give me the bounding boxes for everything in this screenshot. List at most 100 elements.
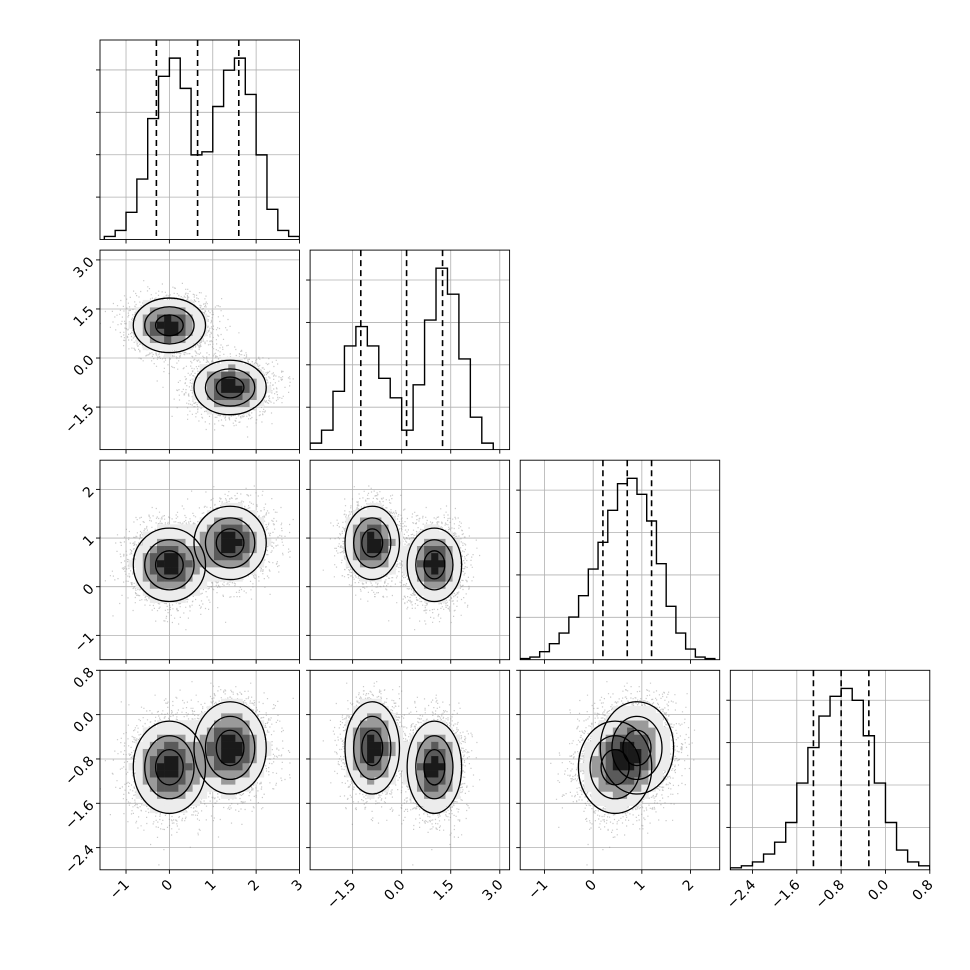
tick-label-y: 0.0 [71,352,98,379]
density-cell [431,741,439,749]
density-cell [345,545,354,554]
density-cell [235,705,243,714]
density-cell [256,517,265,525]
panel-content [520,460,720,660]
density-cell [235,784,243,792]
density-cell [228,385,236,393]
density-cell [438,748,446,757]
density-cell [206,777,215,785]
density-cell [171,307,179,315]
density-cell [199,538,208,546]
density-cell [359,713,368,721]
density-cell [374,713,382,721]
density-cell [359,698,368,707]
density-cell [655,727,663,735]
density-cell [374,567,382,575]
tick-label-y: −2.4 [62,842,97,877]
tick-label-y: 0.8 [71,665,98,692]
density-cell [199,531,208,539]
density-cell [256,385,265,393]
density-cell [381,734,389,742]
density-cell [142,335,151,344]
density-cell [352,755,361,764]
density-cell [431,559,439,568]
density-cell [185,307,193,315]
density-cell [367,777,375,785]
density-cell [619,727,628,735]
density-cell [381,531,389,539]
density-cell [388,545,396,554]
density-cell [352,567,361,575]
density-cell [214,510,222,518]
density-cell [409,741,418,749]
density-cell [178,321,186,329]
density-contour [204,715,256,781]
density-cell [416,531,425,539]
density-cell [178,299,186,308]
density-cell [577,762,585,771]
density-cell [409,762,418,771]
density-cell [214,385,222,393]
density-cell [352,734,361,742]
density-contour [611,715,663,781]
density-cell [605,791,614,799]
density-cell [221,510,229,518]
density-cell [381,770,389,778]
histogram-panel-0 [96,39,300,244]
density-cell [388,552,396,561]
density-cell [424,798,432,806]
density-cell [641,770,649,778]
density-cell [164,559,172,568]
density-cell [249,364,258,372]
density-cell [605,755,614,764]
density-cell [256,755,265,764]
density-cell [591,777,599,785]
density-cell [192,567,201,575]
density-cell [199,385,208,393]
density-cell [452,777,461,785]
density-cell [242,399,250,408]
density-cell [149,727,158,735]
density-cell [199,517,208,525]
density-cell [655,755,663,764]
density-cell [612,777,621,785]
density-cell [641,777,649,785]
density-cell [149,741,158,749]
density-cell [431,784,439,792]
density-cell [142,545,151,554]
density-cell [157,798,165,806]
tick-label-x: −1.5 [324,877,359,912]
density-cell [256,538,265,546]
tick-label-x: 1 [631,877,649,895]
density-cell [228,378,236,386]
panel-frame [519,459,721,661]
density-cell [171,581,179,589]
density-cell [438,545,446,554]
density-cell [655,748,663,757]
density-cell [199,734,208,742]
density-cell [256,392,265,401]
density-cell [185,770,193,778]
density-cell [185,538,193,546]
density-cell [359,770,368,778]
density-cell [149,762,158,771]
density-cell [627,784,635,792]
density-cell [228,770,236,778]
density-cell [199,770,208,778]
density-cell [249,538,258,546]
density-cell [242,552,250,561]
density-cell [142,755,151,764]
density-cell [359,777,368,785]
density-cell [214,538,222,546]
density-cell [228,777,236,785]
density-cell [438,791,446,799]
density-cell [242,762,250,771]
density-cell [228,755,236,764]
density-contour [144,306,195,345]
panel-content [310,460,510,660]
density-cell [452,567,461,575]
density-cell [235,748,243,757]
density-cell [178,335,186,344]
density-cell [228,531,236,539]
